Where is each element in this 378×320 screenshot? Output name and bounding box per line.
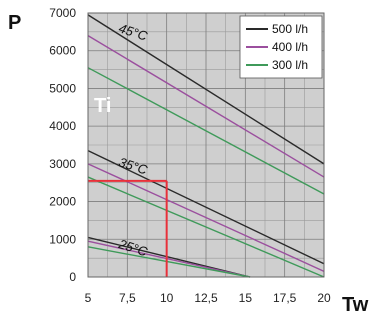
series-line-45-c-400-l-h [87,35,325,178]
tick-labels: 5 7,5 10 12,5 15 17,5 20 0 1000 2000 3000 4000 5000 6… [49,6,331,305]
x-tick-label: 15 [239,291,253,305]
y-tick-label: 2000 [49,195,76,209]
x-tick-label: 20 [317,291,331,305]
legend: 500 l/h 400 l/h 300 l/h [239,15,323,79]
x-axis-label: Tw [342,294,369,316]
y-tick-label: 7000 [49,6,76,20]
legend-entry-label: 300 l/h [272,58,308,72]
series-line-35-c-500-l-h [87,150,325,265]
series-line-35-c-300-l-h [87,176,325,278]
y-tick-label: 1000 [49,232,76,246]
series-line-25-c-400-l-h [87,240,251,278]
x-tick-label: 7,5 [119,291,136,305]
series-line-45-c-500-l-h [87,14,325,165]
series-line-25-c-300-l-h [87,246,251,278]
plot-border [87,12,325,278]
y-axis-label: P [8,12,21,34]
x-tick-label: 17,5 [273,291,297,305]
y-tick-label: 5000 [49,81,76,95]
reference-lines [88,179,168,277]
series-lines [87,14,325,278]
y-tick-label: 3000 [49,157,76,171]
series-line-45-c-300-l-h [87,67,325,195]
ti-label: Ti [94,95,111,117]
x-tick-label: 10 [160,291,174,305]
x-tick-label: 5 [85,291,92,305]
y-tick-label: 6000 [49,44,76,58]
y-tick-label: 4000 [49,119,76,133]
x-tick-label: 12,5 [194,291,218,305]
y-tick-label: 0 [69,270,76,284]
legend-entry-label: 400 l/h [272,40,308,54]
legend-entry-label: 500 l/h [272,22,308,36]
